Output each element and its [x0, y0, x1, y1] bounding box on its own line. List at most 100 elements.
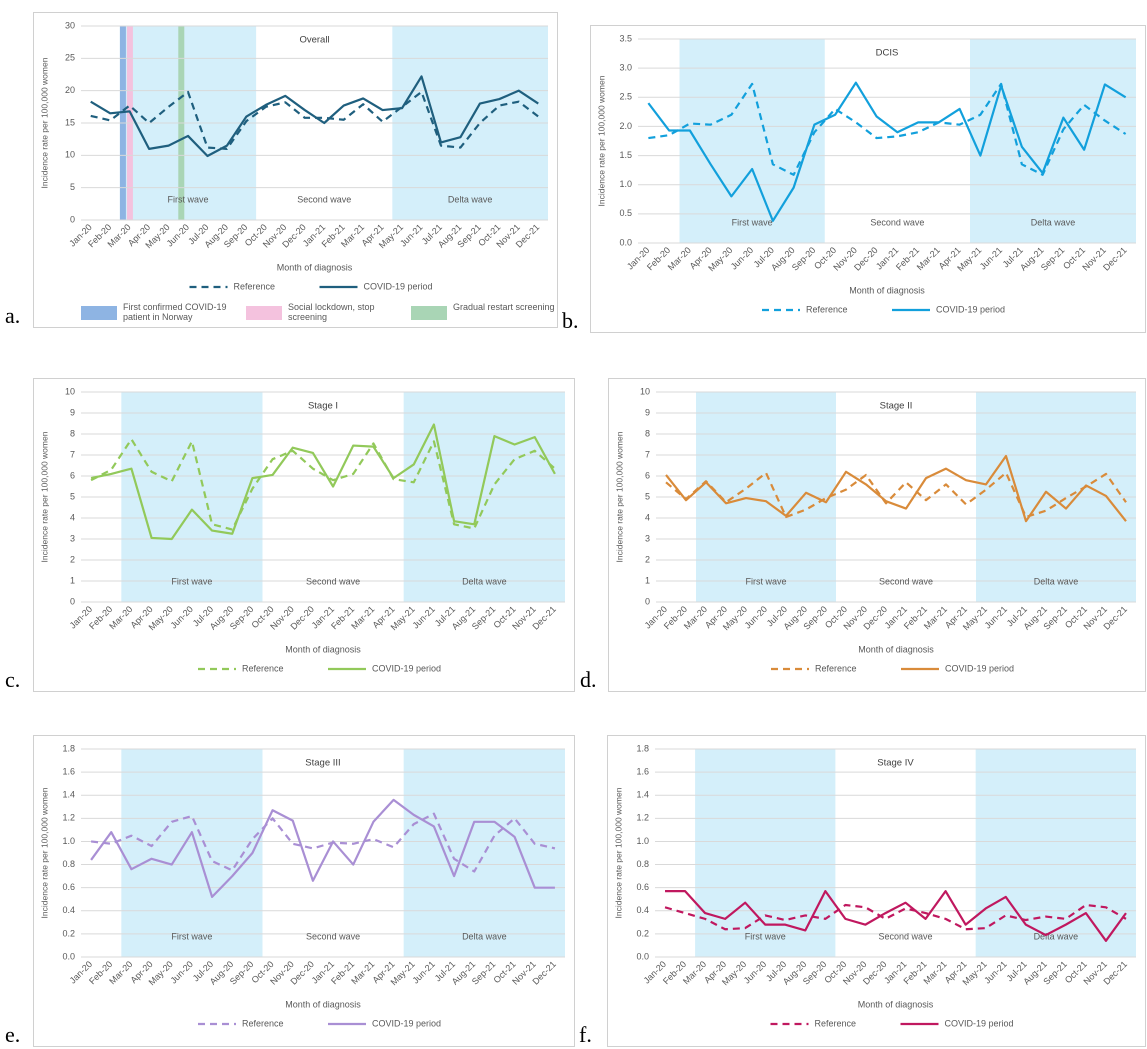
y-tick-label: 0.0 [636, 951, 649, 961]
y-tick-label: 1.0 [62, 836, 75, 846]
wave-shade [970, 39, 1136, 243]
y-tick-label: 0.0 [619, 237, 632, 247]
y-tick-label: 1.8 [62, 743, 75, 753]
y-axis-title: Incidence rate per 100,000 women [39, 787, 49, 918]
y-tick-label: 2.5 [619, 92, 632, 102]
chart-title: Overall [299, 35, 329, 46]
y-tick-label: 7 [645, 449, 650, 459]
y-tick-label: 3 [645, 533, 650, 543]
event-legend-label: Gradual restart screening [453, 302, 555, 312]
wave-label: Delta wave [1034, 931, 1079, 941]
wave-label: Second wave [879, 576, 933, 586]
event-legend-swatch [246, 306, 282, 320]
y-tick-label: 0.6 [62, 882, 75, 892]
legend-label: COVID-19 period [372, 1018, 441, 1028]
legend-label: COVID-19 period [364, 281, 433, 291]
wave-label: Delta wave [462, 576, 507, 586]
series-line [90, 75, 539, 158]
y-axis-title: Incidence rate per 100,000 women [596, 75, 606, 206]
event-label: Gradual restart screening [453, 302, 555, 312]
x-axis-title: Month of diagnosis [858, 644, 934, 654]
y-tick-label: 3.0 [619, 63, 632, 73]
y-tick-label: 1.2 [636, 813, 649, 823]
wave-label: First wave [745, 576, 786, 586]
y-tick-label: 0.5 [619, 208, 632, 218]
series-line [648, 82, 1127, 176]
y-axis-title: Incidence rate per 100,000 women [614, 431, 624, 562]
y-tick-label: 5 [645, 491, 650, 501]
y-tick-label: 10 [640, 386, 650, 396]
wave-shade [975, 749, 1136, 957]
chart-title: Stage I [308, 401, 338, 412]
y-tick-label: 25 [65, 53, 75, 63]
wave-label: Delta wave [448, 194, 493, 204]
chart-title: DCIS [876, 48, 899, 59]
x-axis-title: Month of diagnosis [277, 262, 353, 272]
y-tick-label: 0 [645, 596, 650, 606]
series-line [90, 798, 555, 899]
y-tick-label: 7 [70, 449, 75, 459]
y-tick-label: 0.2 [62, 928, 75, 938]
y-tick-label: 4 [70, 512, 75, 522]
series-line [665, 471, 1127, 519]
series-line [90, 90, 539, 150]
x-axis-title: Month of diagnosis [285, 999, 361, 1009]
y-tick-label: 0 [70, 214, 75, 224]
y-tick-label: 1.2 [62, 813, 75, 823]
series-line [665, 454, 1127, 523]
series-line [664, 903, 1127, 931]
y-tick-label: 9 [645, 407, 650, 417]
y-tick-label: 1.4 [636, 790, 649, 800]
wave-label: First wave [732, 217, 773, 227]
legend-label: COVID-19 period [945, 1018, 1014, 1028]
legend-label: Reference [815, 1018, 857, 1028]
y-tick-label: 1.6 [636, 766, 649, 776]
panel-letter: d. [580, 667, 597, 692]
wave-label: First wave [745, 931, 786, 941]
y-tick-label: 2.0 [619, 121, 632, 131]
wave-label: Second wave [306, 931, 360, 941]
y-tick-label: 1.5 [619, 150, 632, 160]
y-tick-label: 15 [65, 117, 75, 127]
wave-label: Delta wave [1034, 576, 1079, 586]
wave-label: Second wave [297, 194, 351, 204]
chart-title: Stage II [880, 401, 913, 412]
y-tick-label: 3.5 [619, 33, 632, 43]
y-tick-label: 5 [70, 182, 75, 192]
y-tick-label: 8 [70, 428, 75, 438]
x-axis-title: Month of diagnosis [858, 999, 934, 1009]
x-axis-title: Month of diagnosis [285, 644, 361, 654]
panel-letter: a. [5, 303, 20, 328]
y-axis-title: Incidence rate per 100,000 women [39, 431, 49, 562]
y-tick-label: 6 [645, 470, 650, 480]
wave-shade [679, 39, 825, 243]
y-tick-label: 2 [645, 554, 650, 564]
event-label: Social lockdown, stop screening [288, 302, 375, 322]
y-tick-label: 0 [70, 596, 75, 606]
y-tick-label: 0.8 [636, 859, 649, 869]
panel-letter: b. [562, 308, 579, 333]
y-tick-label: 1.8 [636, 743, 649, 753]
y-tick-label: 30 [65, 20, 75, 30]
wave-shade [403, 749, 565, 957]
y-tick-label: 1.6 [62, 766, 75, 776]
y-tick-label: 20 [65, 85, 75, 95]
y-tick-label: 3 [70, 533, 75, 543]
y-tick-label: 5 [70, 491, 75, 501]
legend-label: Reference [242, 663, 284, 673]
y-tick-label: 1 [70, 575, 75, 585]
wave-label: First wave [171, 931, 212, 941]
y-tick-label: 10 [65, 386, 75, 396]
y-tick-label: 2 [70, 554, 75, 564]
y-tick-label: 0.6 [636, 882, 649, 892]
wave-shade [695, 749, 836, 957]
legend-label: COVID-19 period [945, 663, 1014, 673]
y-tick-label: 10 [65, 150, 75, 160]
y-tick-label: 0.4 [636, 905, 649, 915]
legend-label: COVID-19 period [372, 663, 441, 673]
legend-label: Reference [242, 1018, 284, 1028]
panel-letter: e. [5, 1022, 20, 1047]
event-label: First confirmed COVID-19 patient in Norw… [123, 302, 227, 322]
y-tick-label: 1.0 [636, 836, 649, 846]
